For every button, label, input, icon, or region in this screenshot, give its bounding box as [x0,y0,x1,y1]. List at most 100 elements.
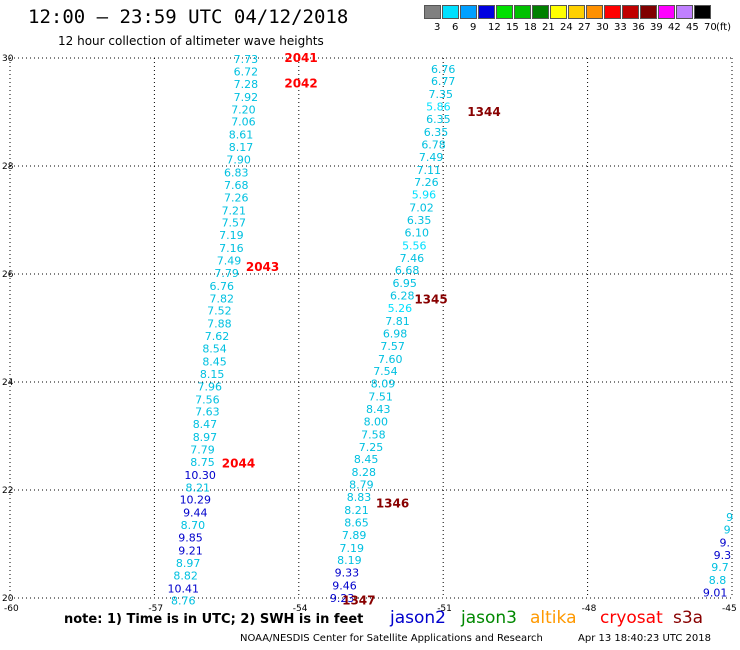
colorbar-swatch [604,5,621,19]
swh-value-label: 8.21 [185,481,210,494]
swh-value-label: 7.16 [219,242,244,255]
footer-note: note: 1) Time is in UTC; 2) SWH is in fe… [64,612,364,627]
swh-value-label: 8.17 [229,141,254,154]
satellite-legend-jason3: jason3 [461,608,517,628]
track-id-label: 2043 [246,260,279,274]
swh-value-label: 9 [724,523,731,536]
x-tick-label: -60 [4,604,19,614]
colorbar-swatch [658,5,675,19]
swh-value-label: 7.90 [226,154,251,167]
satellite-legend-s3a: s3a [673,608,704,628]
swh-value-label: 8.09 [371,378,396,391]
colorbar-label: 24 [560,22,573,33]
colorbar-swatch [442,5,459,19]
swh-value-label: 7.62 [205,330,230,343]
swh-value-label: 9.46 [332,580,357,593]
swh-value-label: 7.79 [190,444,215,457]
colorbar-label: 3 [434,22,441,33]
swh-value-label: 8.61 [229,129,254,142]
swh-value-label: 8.97 [193,431,218,444]
swh-value-label: 7.79 [214,267,239,280]
colorbar-label: 21 [542,22,555,33]
swh-value-label: 6.35 [424,126,449,139]
swh-value-label: 7.49 [217,255,242,268]
colorbar-label: 70 [704,22,717,33]
swh-value-label: 9.01 [703,587,728,600]
swh-value-label: 9.44 [183,507,208,520]
swh-value-label: 6.28 [390,290,415,303]
colorbar-label: 18 [524,22,537,33]
swh-value-label: 7.21 [222,204,247,217]
swh-value-label: 7.56 [195,393,220,406]
swh-value-label: 7.06 [231,116,256,129]
swh-value-label: 7.82 [210,292,235,305]
swh-value-label: 7.26 [414,176,439,189]
x-tick-label: -48 [582,604,597,614]
swh-value-label: 7.81 [385,315,410,328]
y-tick-label: 24 [2,378,14,388]
swh-value-label: 8.21 [344,504,369,517]
colorbar-swatch [424,5,441,19]
swh-value-label: 7.73 [234,53,259,66]
track-id-label: 2044 [222,457,255,471]
swh-value-label: 8.45 [354,453,379,466]
swh-value-label: 6.78 [421,138,446,151]
swh-value-label: 10.30 [184,469,216,482]
swh-value-label: 9.23 [330,592,355,605]
swh-value-label: 8.43 [366,403,391,416]
colorbar-label: 30 [596,22,609,33]
swh-value-label: 7.54 [373,365,398,378]
swh-value-label: 9.85 [178,532,203,545]
satellite-legend-altika: altika [530,608,577,628]
swh-value-label: 9.33 [335,567,360,580]
colorbar-label: 36 [632,22,645,33]
y-tick-label: 30 [2,54,14,64]
track-id-label: 1345 [414,292,447,306]
swh-value-label: 6.35 [426,113,451,126]
y-tick-label: 20 [2,594,14,604]
swh-value-label: 7.46 [400,252,425,265]
swh-value-label: 8.76 [171,595,196,608]
page-subtitle: 12 hour collection of altimeter wave hei… [58,34,324,48]
swh-value-label: 9 [726,511,733,524]
colorbar-swatch [586,5,603,19]
colorbar-swatch [694,5,711,19]
swh-value-label: 7.88 [207,318,232,331]
swh-value-label: 7.68 [224,179,249,192]
swh-value-label: 8.15 [200,368,225,381]
colorbar-swatch [496,5,513,19]
swh-value-label: 7.52 [207,305,232,318]
colorbar-label: 33 [614,22,627,33]
swh-value-label: 7.20 [231,103,256,116]
y-tick-label: 26 [2,270,14,280]
colorbar-label: 27 [578,22,591,33]
swh-value-label: 8.28 [352,466,377,479]
colorbar-label: 45 [686,22,699,33]
swh-value-label: 8.82 [173,569,198,582]
track-id-label: 2042 [284,76,317,90]
swh-value-label: 7.89 [342,529,367,542]
track-id-label: 1346 [376,497,409,511]
colorbar-unit-label: (ft) [716,22,732,33]
y-tick-label: 22 [2,486,13,496]
credit-text: NOAA/NESDIS Center for Satellite Applica… [240,633,543,644]
swh-value-label: 6.68 [395,264,420,277]
track-id-label: 1344 [467,105,500,119]
swh-value-label: 7.26 [224,191,249,204]
swh-value-label: 6.95 [392,277,417,290]
colorbar-swatch [460,5,477,19]
swh-value-label: 9.21 [178,544,203,557]
swh-value-label: 5.86 [426,101,451,114]
swh-value-label: 6.72 [234,66,259,79]
swh-value-label: 8.54 [202,343,227,356]
swh-value-label: 7.19 [339,542,364,555]
colorbar-label: 6 [452,22,459,33]
colorbar-label: 12 [488,22,501,33]
y-tick-label: 28 [2,162,14,172]
generated-timestamp: Apr 13 18:40:23 UTC 2018 [578,633,711,644]
swh-value-label: 7.02 [409,202,434,215]
colorbar-swatch [622,5,639,19]
swh-value-label: 7.28 [234,78,259,91]
x-tick-label: -51 [437,604,452,614]
swh-value-label: 10.29 [180,494,212,507]
